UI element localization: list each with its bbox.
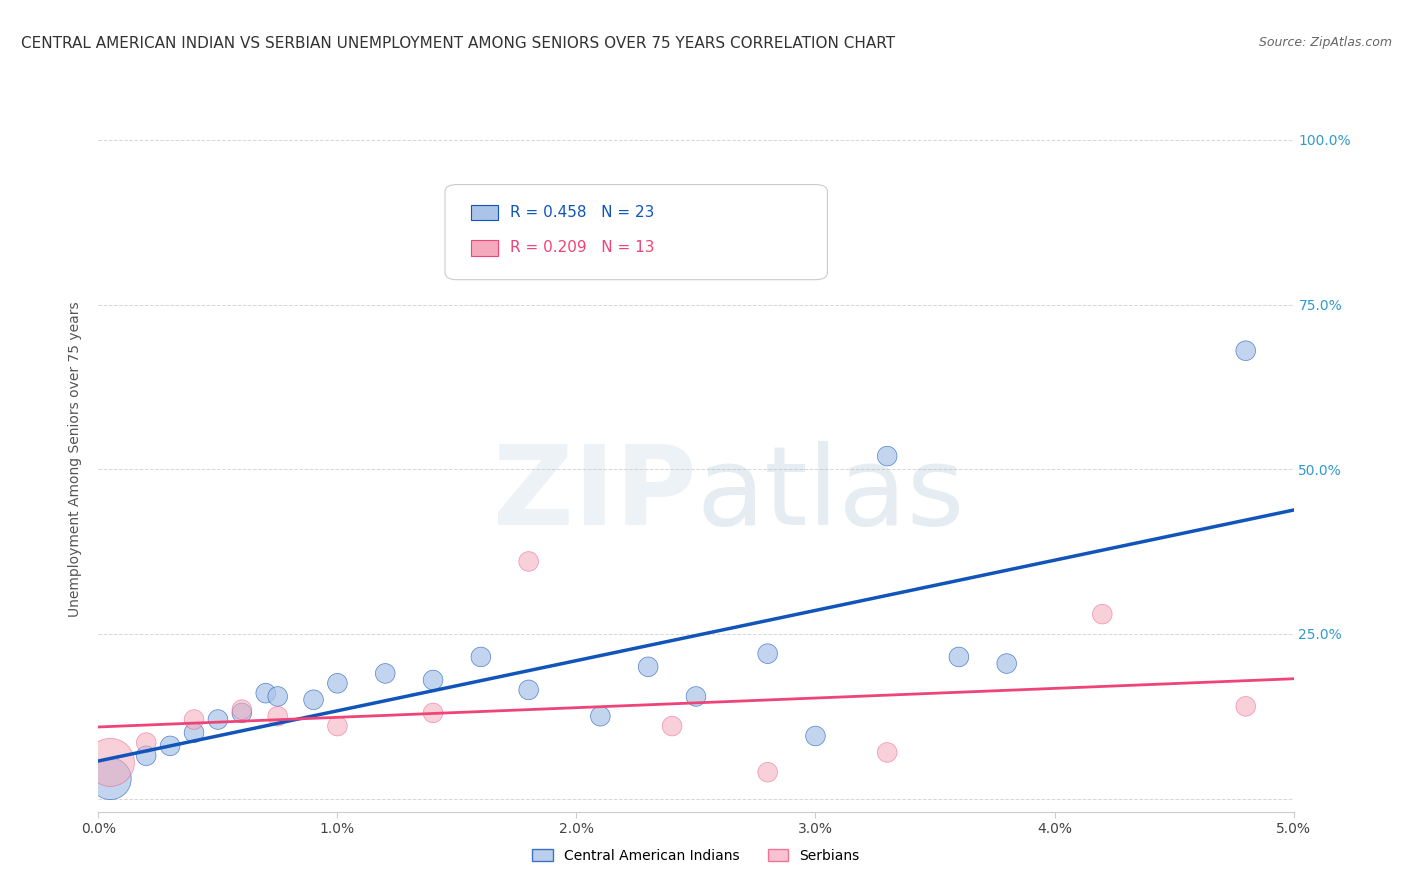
Y-axis label: Unemployment Among Seniors over 75 years: Unemployment Among Seniors over 75 years: [69, 301, 83, 617]
Point: [98, 772, 122, 786]
Point: [135, 748, 157, 763]
Point: [1234, 699, 1257, 714]
Bar: [471, 205, 498, 220]
Point: [207, 713, 229, 727]
Point: [231, 703, 253, 717]
Text: atlas: atlas: [696, 442, 965, 548]
Point: [231, 706, 253, 720]
Point: [517, 554, 540, 568]
Point: [422, 673, 444, 687]
Point: [326, 719, 349, 733]
Point: [517, 682, 540, 697]
Point: [135, 735, 157, 749]
Point: [756, 765, 779, 780]
Point: [876, 746, 898, 760]
Point: [948, 649, 970, 664]
Legend: Central American Indians, Serbians: Central American Indians, Serbians: [527, 843, 865, 868]
Point: [183, 725, 205, 739]
Point: [470, 649, 492, 664]
Point: [756, 647, 779, 661]
Text: ZIP: ZIP: [492, 442, 696, 548]
Point: [98, 756, 122, 770]
Point: [637, 660, 659, 674]
Bar: [471, 240, 498, 256]
Text: CENTRAL AMERICAN INDIAN VS SERBIAN UNEMPLOYMENT AMONG SENIORS OVER 75 YEARS CORR: CENTRAL AMERICAN INDIAN VS SERBIAN UNEMP…: [21, 36, 896, 51]
Point: [267, 690, 290, 704]
Point: [1091, 607, 1114, 622]
Point: [1234, 343, 1257, 358]
Text: R = 0.209   N = 13: R = 0.209 N = 13: [509, 241, 654, 255]
Point: [159, 739, 181, 753]
FancyBboxPatch shape: [446, 185, 827, 280]
Point: [374, 666, 396, 681]
Point: [685, 690, 707, 704]
Point: [326, 676, 349, 690]
Point: [422, 706, 444, 720]
Point: [302, 692, 325, 706]
Point: [661, 719, 683, 733]
Text: R = 0.458   N = 23: R = 0.458 N = 23: [509, 205, 654, 220]
Point: [267, 709, 290, 723]
Point: [183, 713, 205, 727]
Point: [876, 449, 898, 463]
Point: [804, 729, 827, 743]
Point: [254, 686, 277, 700]
Point: [995, 657, 1018, 671]
Point: [589, 709, 612, 723]
Text: Source: ZipAtlas.com: Source: ZipAtlas.com: [1258, 36, 1392, 49]
